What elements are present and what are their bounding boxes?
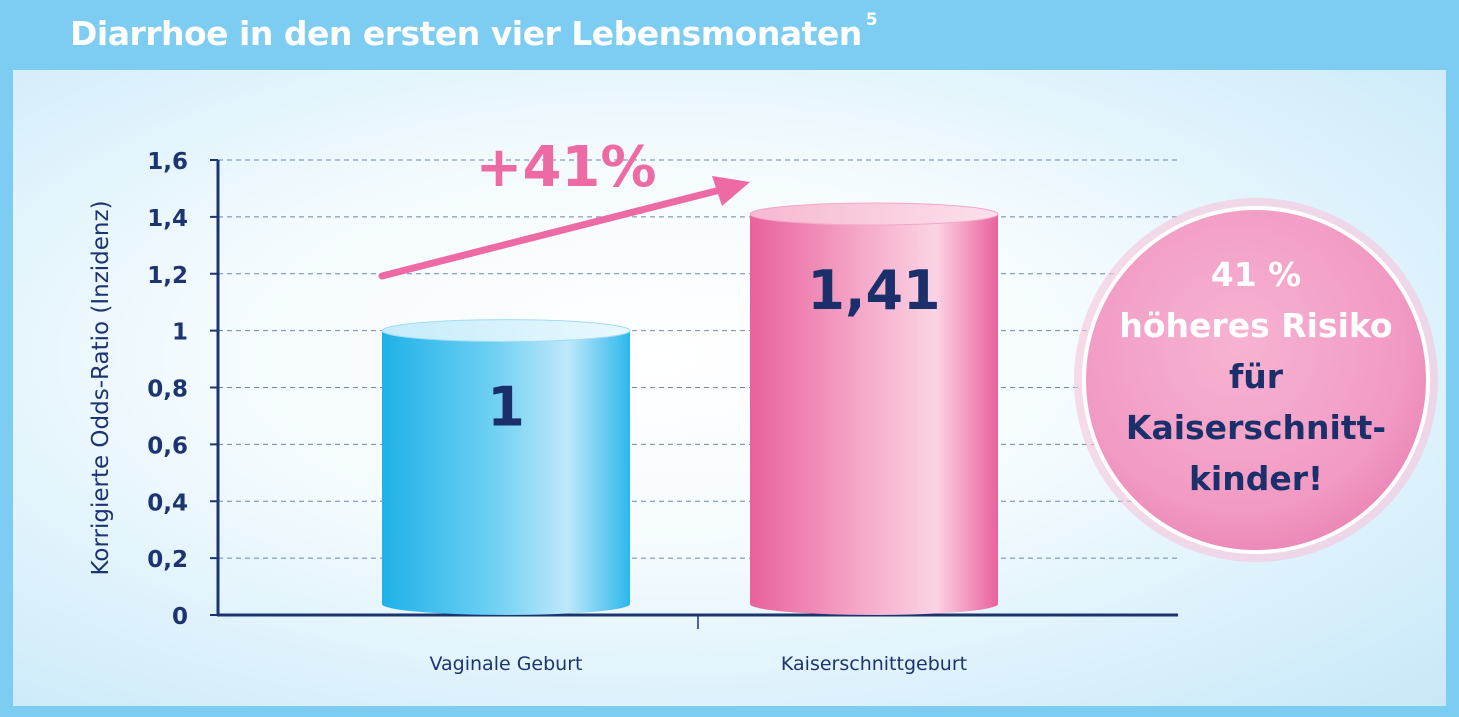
grid-lines <box>218 159 1178 559</box>
growth-arrow-shaft <box>378 186 724 280</box>
bar-kaiserschnittgeburt-top <box>749 202 999 226</box>
y-tick-label: 1,6 <box>147 149 188 175</box>
y-tick-label: 0,8 <box>147 377 188 403</box>
y-axis-label: Korrigierte Odds-Ratio (Inzidenz) <box>88 200 114 575</box>
x-axis-labels: Vaginale Geburt Kaiserschnittgeburt <box>430 653 968 675</box>
data-label: 1 <box>487 376 525 439</box>
y-tick-label: 0 <box>172 604 188 630</box>
axes <box>216 160 1178 629</box>
y-tick-label: 0,4 <box>147 490 188 516</box>
y-axis-ticks: 0 0,2 0,4 0,6 0,8 1 1,2 1,4 1,6 <box>147 149 218 630</box>
y-tick-label: 1,4 <box>147 206 188 232</box>
bars: 11,41 <box>381 202 999 615</box>
growth-annotation: +41% <box>378 135 750 280</box>
y-tick-label: 1,2 <box>147 263 188 289</box>
y-axis-label-group: Korrigierte Odds-Ratio (Inzidenz) <box>88 200 114 575</box>
chart-title-text: Diarrhoe in den ersten vier Lebensmonate… <box>70 14 862 53</box>
badge-circle <box>1082 206 1430 554</box>
header-bar: Diarrhoe in den ersten vier Lebensmonate… <box>0 0 1459 70</box>
y-tick-label: 0,6 <box>147 433 188 459</box>
y-tick-label: 1 <box>172 320 188 346</box>
badge-line: für <box>1229 357 1284 396</box>
x-tick-label: Kaiserschnittgeburt <box>781 653 967 675</box>
badge-line: 41 % <box>1211 255 1301 294</box>
growth-arrow-head <box>712 176 750 206</box>
title-footnote: 5 <box>865 10 878 30</box>
badge-line: höheres Risiko <box>1119 306 1392 345</box>
y-tick-label: 0,2 <box>147 547 188 573</box>
risk-badge: 41 % höheres Risiko für Kaiserschnitt-kinde… <box>1074 198 1438 562</box>
growth-annotation-text: +41% <box>476 135 657 200</box>
x-tick-label: Vaginale Geburt <box>430 653 583 675</box>
chart-title: Diarrhoe in den ersten vier Lebensmonate… <box>70 10 878 53</box>
bar-kaiserschnittgeburt <box>750 214 998 615</box>
badge-line: kinder! <box>1189 459 1323 498</box>
badge-line: Kaiserschnitt- <box>1126 408 1386 447</box>
bar-vaginale-geburt <box>382 330 630 615</box>
data-label: 1,41 <box>807 259 940 322</box>
bar-vaginale-geburt-top <box>381 319 631 343</box>
